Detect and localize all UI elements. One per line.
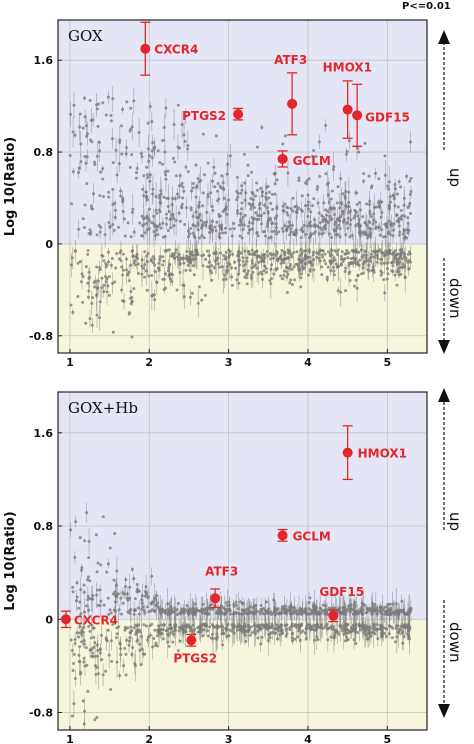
- y-tick-label: 1.6: [34, 54, 54, 67]
- x-tick-label: 4: [304, 733, 312, 744]
- background-gene-cloud: [69, 502, 413, 730]
- direction-indicator-gox: up down: [438, 30, 464, 354]
- gene-marker: [342, 447, 353, 458]
- gene-point-cxcr4: CXCR4: [140, 21, 198, 76]
- x-tick-label: 4: [304, 356, 312, 369]
- y-tick-label: 0: [45, 238, 53, 251]
- gene-marker: [60, 614, 71, 625]
- y-tick-label: 0.8: [34, 146, 54, 159]
- gene-marker: [277, 530, 288, 541]
- gene-point-gclm: GCLM: [277, 528, 331, 543]
- gene-marker: [186, 635, 197, 646]
- direction-indicator-gox-hb: up down: [438, 388, 464, 718]
- up-label: up: [446, 512, 464, 531]
- gene-point-cxcr4: CXCR4: [60, 610, 118, 629]
- down-label: down: [446, 278, 464, 318]
- gene-marker: [342, 104, 353, 115]
- gene-marker: [233, 109, 244, 120]
- x-tick-label: 1: [66, 356, 74, 369]
- down-label: down: [446, 622, 464, 662]
- gene-label: CXCR4: [154, 43, 198, 57]
- gene-point-ptgs2: PTGS2: [182, 107, 244, 123]
- gene-label: ATF3: [205, 564, 238, 578]
- gene-marker: [287, 98, 298, 109]
- plot-frame: [57, 19, 428, 354]
- gene-point-gclm: GCLM: [277, 150, 331, 168]
- gene-label: GCLM: [293, 154, 331, 168]
- gene-marker: [352, 110, 363, 121]
- gene-label: PTGS2: [173, 651, 217, 665]
- y-tick-label: -0.8: [29, 330, 53, 343]
- scatter-panel-gox: 1 2 3 4 5 1.6 0.8 0 -0.8 Log 10(Ratio) GOX CXCR4 ATF…: [3, 19, 428, 369]
- y-tick-label: 1.6: [34, 427, 54, 440]
- gene-label: PTGS2: [182, 109, 226, 123]
- panel-label: GOX: [68, 27, 103, 45]
- gene-label: HMOX1: [358, 447, 407, 461]
- down-arrow-head: [438, 704, 450, 718]
- up-region-background: [58, 392, 427, 620]
- x-tick-label: 1: [66, 733, 74, 744]
- plot-frame: [57, 391, 428, 731]
- up-label: up: [446, 168, 464, 187]
- gene-point-atf3: ATF3: [274, 53, 307, 136]
- x-tick-label: 5: [383, 356, 391, 369]
- gene-marker: [210, 593, 221, 604]
- y-tick-label: 0.8: [34, 520, 54, 533]
- gene-point-atf3: ATF3: [205, 564, 238, 609]
- y-tick-label: 0: [45, 613, 53, 626]
- background-gene-cloud: [68, 85, 413, 339]
- gene-point-ptgs2: PTGS2: [173, 633, 217, 665]
- up-region-background: [58, 20, 427, 244]
- x-tick-label: 5: [383, 733, 391, 744]
- y-tick-label: -0.8: [29, 707, 53, 720]
- p-value-note: P<=0.01: [402, 1, 451, 12]
- gene-label: CXCR4: [74, 613, 118, 627]
- x-tick-label: 3: [225, 733, 233, 744]
- gene-point-hmox1: HMOX1: [342, 425, 407, 481]
- gene-marker: [140, 43, 151, 54]
- gene-label: GDF15: [319, 585, 364, 599]
- gene-label: ATF3: [274, 53, 307, 67]
- gene-label: GDF15: [365, 110, 410, 124]
- x-tick-label: 2: [145, 356, 153, 369]
- gene-point-hmox1: HMOX1: [323, 61, 372, 139]
- gene-marker: [277, 153, 288, 164]
- gene-label: HMOX1: [323, 61, 372, 75]
- gene-marker: [328, 610, 339, 621]
- gene-label: GCLM: [293, 529, 331, 543]
- y-axis-label: Log 10(Ratio): [3, 511, 18, 610]
- up-arrow-head: [438, 30, 450, 44]
- y-axis-label: Log 10(Ratio): [3, 137, 18, 236]
- gene-point-gdf15: GDF15: [319, 585, 364, 623]
- x-tick-label: 3: [225, 356, 233, 369]
- x-tick-label: 2: [145, 733, 153, 744]
- panel-label: GOX+Hb: [68, 399, 138, 417]
- gene-point-gdf15: GDF15: [352, 83, 410, 147]
- up-arrow-head: [438, 388, 450, 402]
- down-arrow-head: [438, 340, 450, 354]
